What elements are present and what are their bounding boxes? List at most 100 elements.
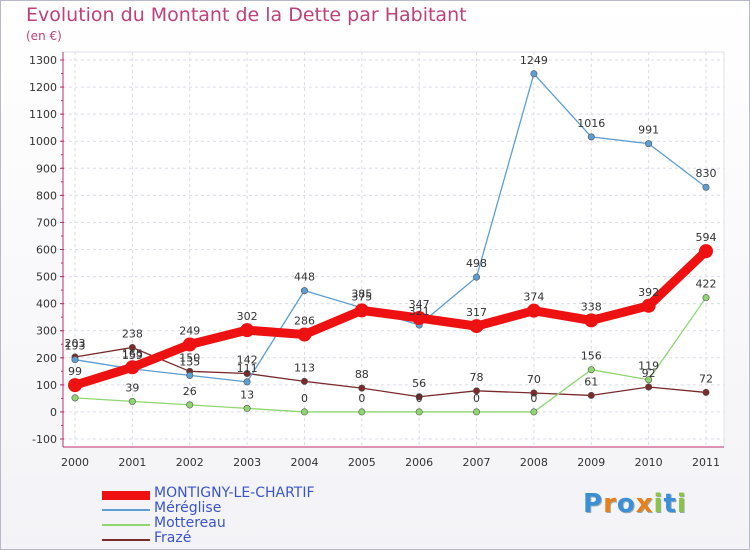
data-label: 150 [179, 351, 200, 364]
x-tick-label: 2005 [348, 456, 376, 469]
y-tick-label: 0 [50, 406, 57, 419]
y-tick-label: 200 [36, 352, 57, 365]
data-label: 374 [523, 291, 544, 304]
data-label: 422 [696, 278, 717, 291]
x-tick-label: 2006 [405, 456, 433, 469]
data-label: 317 [466, 306, 487, 319]
x-tick-label: 2009 [577, 456, 605, 469]
y-tick-label: 400 [36, 298, 57, 311]
data-label: 1249 [520, 54, 548, 67]
data-point [182, 337, 197, 352]
data-point [415, 408, 423, 416]
x-tick-label: 2001 [118, 456, 146, 469]
data-label: 78 [470, 371, 484, 384]
data-point [186, 371, 194, 379]
data-label: 26 [183, 385, 197, 398]
data-label: 88 [355, 368, 369, 381]
data-label: 0 [473, 392, 480, 405]
legend-label: Mottereau [154, 515, 226, 531]
data-label: 159 [122, 349, 143, 362]
legend-label: Frazé [154, 530, 192, 546]
data-point [354, 303, 369, 318]
data-label: 135 [179, 355, 200, 368]
data-point [645, 383, 653, 391]
data-point [300, 287, 308, 295]
data-label: 56 [412, 377, 426, 390]
y-tick-label: 600 [36, 244, 57, 257]
legend-swatch [102, 539, 150, 541]
legend-label: MONTIGNY-LE-CHARTIF [154, 485, 315, 501]
data-point [702, 294, 710, 302]
y-tick-label: 1100 [29, 108, 57, 121]
data-point [645, 140, 653, 148]
data-point [68, 378, 82, 393]
data-point [587, 133, 595, 141]
data-point [186, 401, 194, 409]
data-label: 0 [301, 392, 308, 405]
data-point [71, 356, 79, 364]
data-point [300, 377, 308, 385]
data-label: 72 [699, 372, 713, 385]
data-point [645, 376, 653, 384]
data-label: 111 [237, 362, 258, 375]
x-tick-label: 2011 [692, 456, 720, 469]
data-point [473, 273, 481, 281]
data-label: 142 [237, 353, 258, 366]
data-label: 830 [696, 167, 717, 180]
data-point [702, 183, 710, 191]
legend-swatch [102, 509, 150, 511]
data-label: 385 [351, 288, 372, 301]
chart-title: Evolution du Montant de la Dette par Hab… [26, 4, 467, 26]
data-point [587, 366, 595, 374]
data-point [641, 298, 656, 313]
data-point [125, 360, 140, 375]
data-label: 347 [409, 298, 430, 311]
data-point [702, 388, 710, 396]
data-point [412, 310, 427, 325]
data-label: 92 [642, 367, 656, 380]
series-line [73, 247, 710, 390]
y-tick-label: 1200 [29, 81, 57, 94]
data-label: 0 [530, 392, 537, 405]
data-point [243, 404, 251, 412]
data-label: 13 [240, 388, 254, 401]
y-tick-label: 1300 [29, 54, 57, 67]
data-point [415, 393, 423, 401]
x-tick-label: 2000 [61, 456, 89, 469]
legend-swatch [102, 491, 150, 500]
data-point [473, 387, 481, 395]
data-point [240, 323, 255, 338]
data-point [473, 408, 481, 416]
data-label: 238 [122, 327, 143, 340]
x-tick-label: 2010 [635, 456, 663, 469]
data-label: 0 [358, 392, 365, 405]
series-line [74, 346, 707, 398]
x-tick-label: 2008 [520, 456, 548, 469]
x-tick-label: 2002 [176, 456, 204, 469]
data-label: 338 [581, 300, 602, 313]
data-label: 203 [65, 337, 86, 350]
data-point [128, 343, 136, 351]
data-label: 321 [409, 305, 430, 318]
data-point [530, 389, 538, 397]
y-tick-label: 700 [36, 216, 57, 229]
data-label: 119 [638, 360, 659, 373]
data-point [297, 327, 312, 342]
data-point [530, 408, 538, 416]
data-label: 375 [351, 290, 372, 303]
data-label: 193 [65, 340, 86, 353]
data-point [243, 378, 251, 386]
data-label: 286 [294, 315, 315, 328]
data-label: 61 [584, 375, 598, 388]
y-tick-label: -100 [32, 433, 57, 446]
data-label: 1016 [577, 117, 605, 130]
data-label: 448 [294, 271, 315, 284]
data-label: 113 [294, 361, 315, 374]
data-point [300, 408, 308, 416]
data-point [128, 397, 136, 405]
data-label: 0 [416, 392, 423, 405]
data-point [358, 384, 366, 392]
data-label: 991 [638, 124, 659, 137]
data-label: 70 [527, 373, 541, 386]
y-tick-label: 1000 [29, 135, 57, 148]
